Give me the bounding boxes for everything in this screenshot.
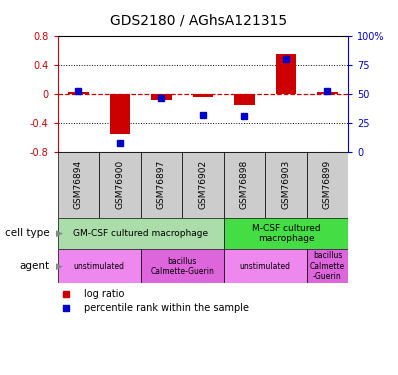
Bar	[224, 217, 348, 249]
Text: ▶: ▶	[56, 262, 62, 271]
Bar	[276, 54, 297, 94]
Text: GSM76899: GSM76899	[323, 160, 332, 209]
Text: bacillus
Calmette-Guerin: bacillus Calmette-Guerin	[150, 256, 214, 276]
Text: GSM76903: GSM76903	[281, 160, 291, 209]
Text: log ratio: log ratio	[84, 289, 124, 299]
Bar	[99, 152, 141, 217]
Text: M-CSF cultured
macrophage: M-CSF cultured macrophage	[252, 224, 320, 243]
Bar	[224, 249, 307, 283]
Text: GSM76894: GSM76894	[74, 160, 83, 209]
Text: GSM76897: GSM76897	[157, 160, 166, 209]
Bar	[307, 152, 348, 217]
Text: cell type: cell type	[5, 228, 50, 238]
Bar	[58, 249, 141, 283]
Text: GSM76902: GSM76902	[199, 160, 207, 209]
Text: unstimulated: unstimulated	[74, 262, 125, 271]
Text: bacillus
Calmette
-Guerin: bacillus Calmette -Guerin	[310, 251, 345, 281]
Text: GDS2180 / AGhsA121315: GDS2180 / AGhsA121315	[110, 13, 288, 27]
Bar	[307, 249, 348, 283]
Text: agent: agent	[20, 261, 50, 271]
Bar	[193, 94, 213, 98]
Text: GSM76898: GSM76898	[240, 160, 249, 209]
Text: GSM76900: GSM76900	[115, 160, 125, 209]
Bar	[265, 152, 307, 217]
Bar	[68, 92, 89, 94]
Text: ▶: ▶	[56, 229, 62, 238]
Bar	[109, 94, 131, 134]
Bar	[224, 152, 265, 217]
Bar	[58, 152, 99, 217]
Bar	[58, 217, 224, 249]
Text: percentile rank within the sample: percentile rank within the sample	[84, 303, 249, 313]
Bar	[182, 152, 224, 217]
Bar	[141, 249, 224, 283]
Bar	[317, 92, 338, 94]
Text: unstimulated: unstimulated	[240, 262, 291, 271]
Bar	[234, 94, 255, 105]
Text: GM-CSF cultured macrophage: GM-CSF cultured macrophage	[73, 229, 208, 238]
Bar	[151, 94, 172, 100]
Bar	[141, 152, 182, 217]
